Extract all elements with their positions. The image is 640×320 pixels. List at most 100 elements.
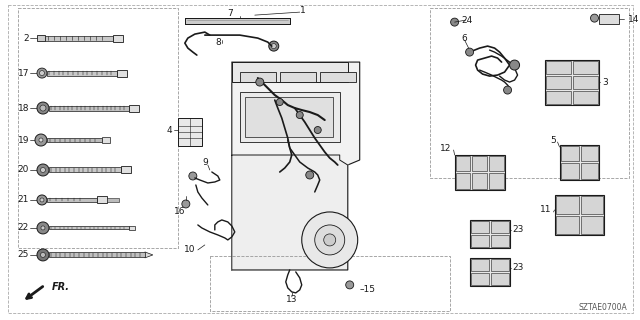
Bar: [37, 35, 45, 41]
Bar: [320, 72, 356, 82]
Circle shape: [37, 68, 47, 78]
Text: 9: 9: [202, 158, 208, 167]
Bar: [280, 72, 316, 82]
Text: 10: 10: [184, 245, 196, 254]
Text: 25: 25: [18, 251, 29, 260]
Bar: [121, 166, 131, 173]
Text: 6: 6: [461, 34, 467, 43]
Bar: [49, 106, 129, 110]
Circle shape: [40, 167, 45, 172]
Text: SZTAE0700A: SZTAE0700A: [579, 303, 627, 312]
Bar: [545, 91, 571, 104]
Text: 7: 7: [227, 9, 233, 18]
Bar: [456, 173, 470, 189]
Circle shape: [37, 249, 49, 261]
Text: 8: 8: [215, 37, 221, 47]
Bar: [49, 167, 121, 172]
Bar: [561, 164, 579, 179]
Bar: [559, 145, 600, 180]
Bar: [47, 71, 117, 76]
Circle shape: [296, 112, 303, 118]
Circle shape: [324, 234, 336, 246]
Circle shape: [40, 198, 44, 202]
Circle shape: [35, 134, 47, 146]
Circle shape: [315, 225, 345, 255]
Bar: [107, 198, 119, 202]
Bar: [47, 138, 102, 142]
Circle shape: [182, 200, 190, 208]
Bar: [554, 195, 605, 235]
Bar: [545, 76, 571, 89]
Circle shape: [37, 222, 49, 234]
Bar: [545, 60, 600, 105]
Circle shape: [39, 138, 43, 142]
Text: 24: 24: [461, 16, 473, 25]
Circle shape: [504, 86, 511, 94]
Circle shape: [509, 60, 520, 70]
Bar: [49, 252, 145, 257]
Bar: [102, 137, 110, 143]
Text: 22: 22: [18, 223, 29, 232]
Bar: [470, 235, 488, 247]
Text: 20: 20: [18, 165, 29, 174]
Circle shape: [37, 195, 47, 205]
Bar: [244, 97, 333, 137]
Circle shape: [256, 78, 264, 86]
Bar: [240, 92, 340, 142]
Text: 11: 11: [540, 205, 552, 214]
Bar: [580, 216, 604, 234]
Polygon shape: [232, 155, 348, 270]
Bar: [470, 221, 488, 233]
Text: 23: 23: [513, 263, 524, 272]
Bar: [600, 14, 620, 24]
Bar: [185, 18, 290, 24]
Bar: [129, 226, 135, 230]
Bar: [470, 258, 509, 286]
Circle shape: [591, 14, 598, 22]
Bar: [491, 273, 509, 285]
Bar: [580, 164, 598, 179]
Text: 12: 12: [440, 143, 452, 153]
Bar: [556, 196, 579, 214]
Text: 4: 4: [166, 125, 172, 134]
Circle shape: [189, 172, 197, 180]
Text: 2: 2: [23, 34, 29, 43]
Bar: [472, 173, 487, 189]
Circle shape: [346, 281, 354, 289]
Bar: [210, 256, 450, 311]
Text: –15: –15: [360, 285, 376, 294]
Circle shape: [276, 99, 284, 106]
Bar: [470, 220, 509, 248]
Bar: [45, 36, 113, 41]
Polygon shape: [232, 62, 360, 270]
Bar: [178, 118, 202, 146]
Circle shape: [314, 126, 321, 133]
Bar: [49, 227, 129, 229]
Bar: [456, 156, 470, 172]
Polygon shape: [232, 62, 348, 82]
Text: 23: 23: [513, 226, 524, 235]
Circle shape: [466, 48, 474, 56]
Bar: [454, 155, 504, 190]
Circle shape: [451, 18, 459, 26]
Bar: [472, 156, 487, 172]
Circle shape: [269, 41, 279, 51]
Bar: [491, 235, 509, 247]
Bar: [97, 196, 107, 204]
Bar: [18, 8, 178, 248]
Text: 13: 13: [286, 295, 298, 304]
Text: 17: 17: [17, 68, 29, 77]
Bar: [240, 72, 276, 82]
Circle shape: [41, 226, 45, 230]
Text: 21: 21: [18, 196, 29, 204]
Text: 5: 5: [550, 135, 556, 145]
Circle shape: [37, 164, 49, 176]
Bar: [580, 146, 598, 162]
Text: 1: 1: [300, 6, 306, 15]
Bar: [573, 61, 598, 74]
Bar: [129, 105, 139, 112]
Circle shape: [40, 71, 44, 76]
Bar: [573, 76, 598, 89]
Bar: [580, 196, 604, 214]
Bar: [556, 216, 579, 234]
